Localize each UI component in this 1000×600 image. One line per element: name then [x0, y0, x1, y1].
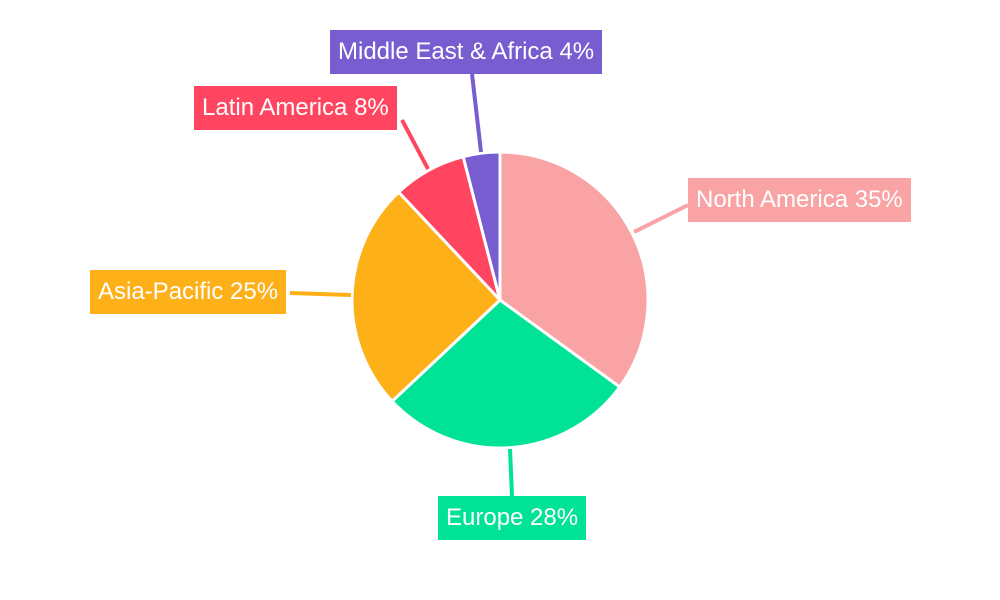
- leader-line-latin-america: [400, 119, 430, 170]
- slice-europe: [389, 298, 622, 450]
- label-europe: Europe 28%: [438, 496, 587, 540]
- label-latin-america: Latin America 8%: [194, 86, 397, 130]
- slice-north-america: [498, 150, 650, 390]
- label-north-america: North America 35%: [688, 178, 911, 222]
- label-middle-east-africa: Middle East & Africa 4%: [330, 30, 603, 74]
- slice-asia-pacific: [350, 189, 503, 404]
- label-asia-pacific: Asia-Pacific 25%: [90, 270, 287, 314]
- leader-line-asia-pacific: [289, 291, 352, 297]
- slice-middle-east-africa: [461, 150, 502, 301]
- leader-line-middle-east-africa: [470, 73, 483, 153]
- leader-line-north-america: [633, 203, 689, 234]
- leader-line-europe: [508, 448, 514, 497]
